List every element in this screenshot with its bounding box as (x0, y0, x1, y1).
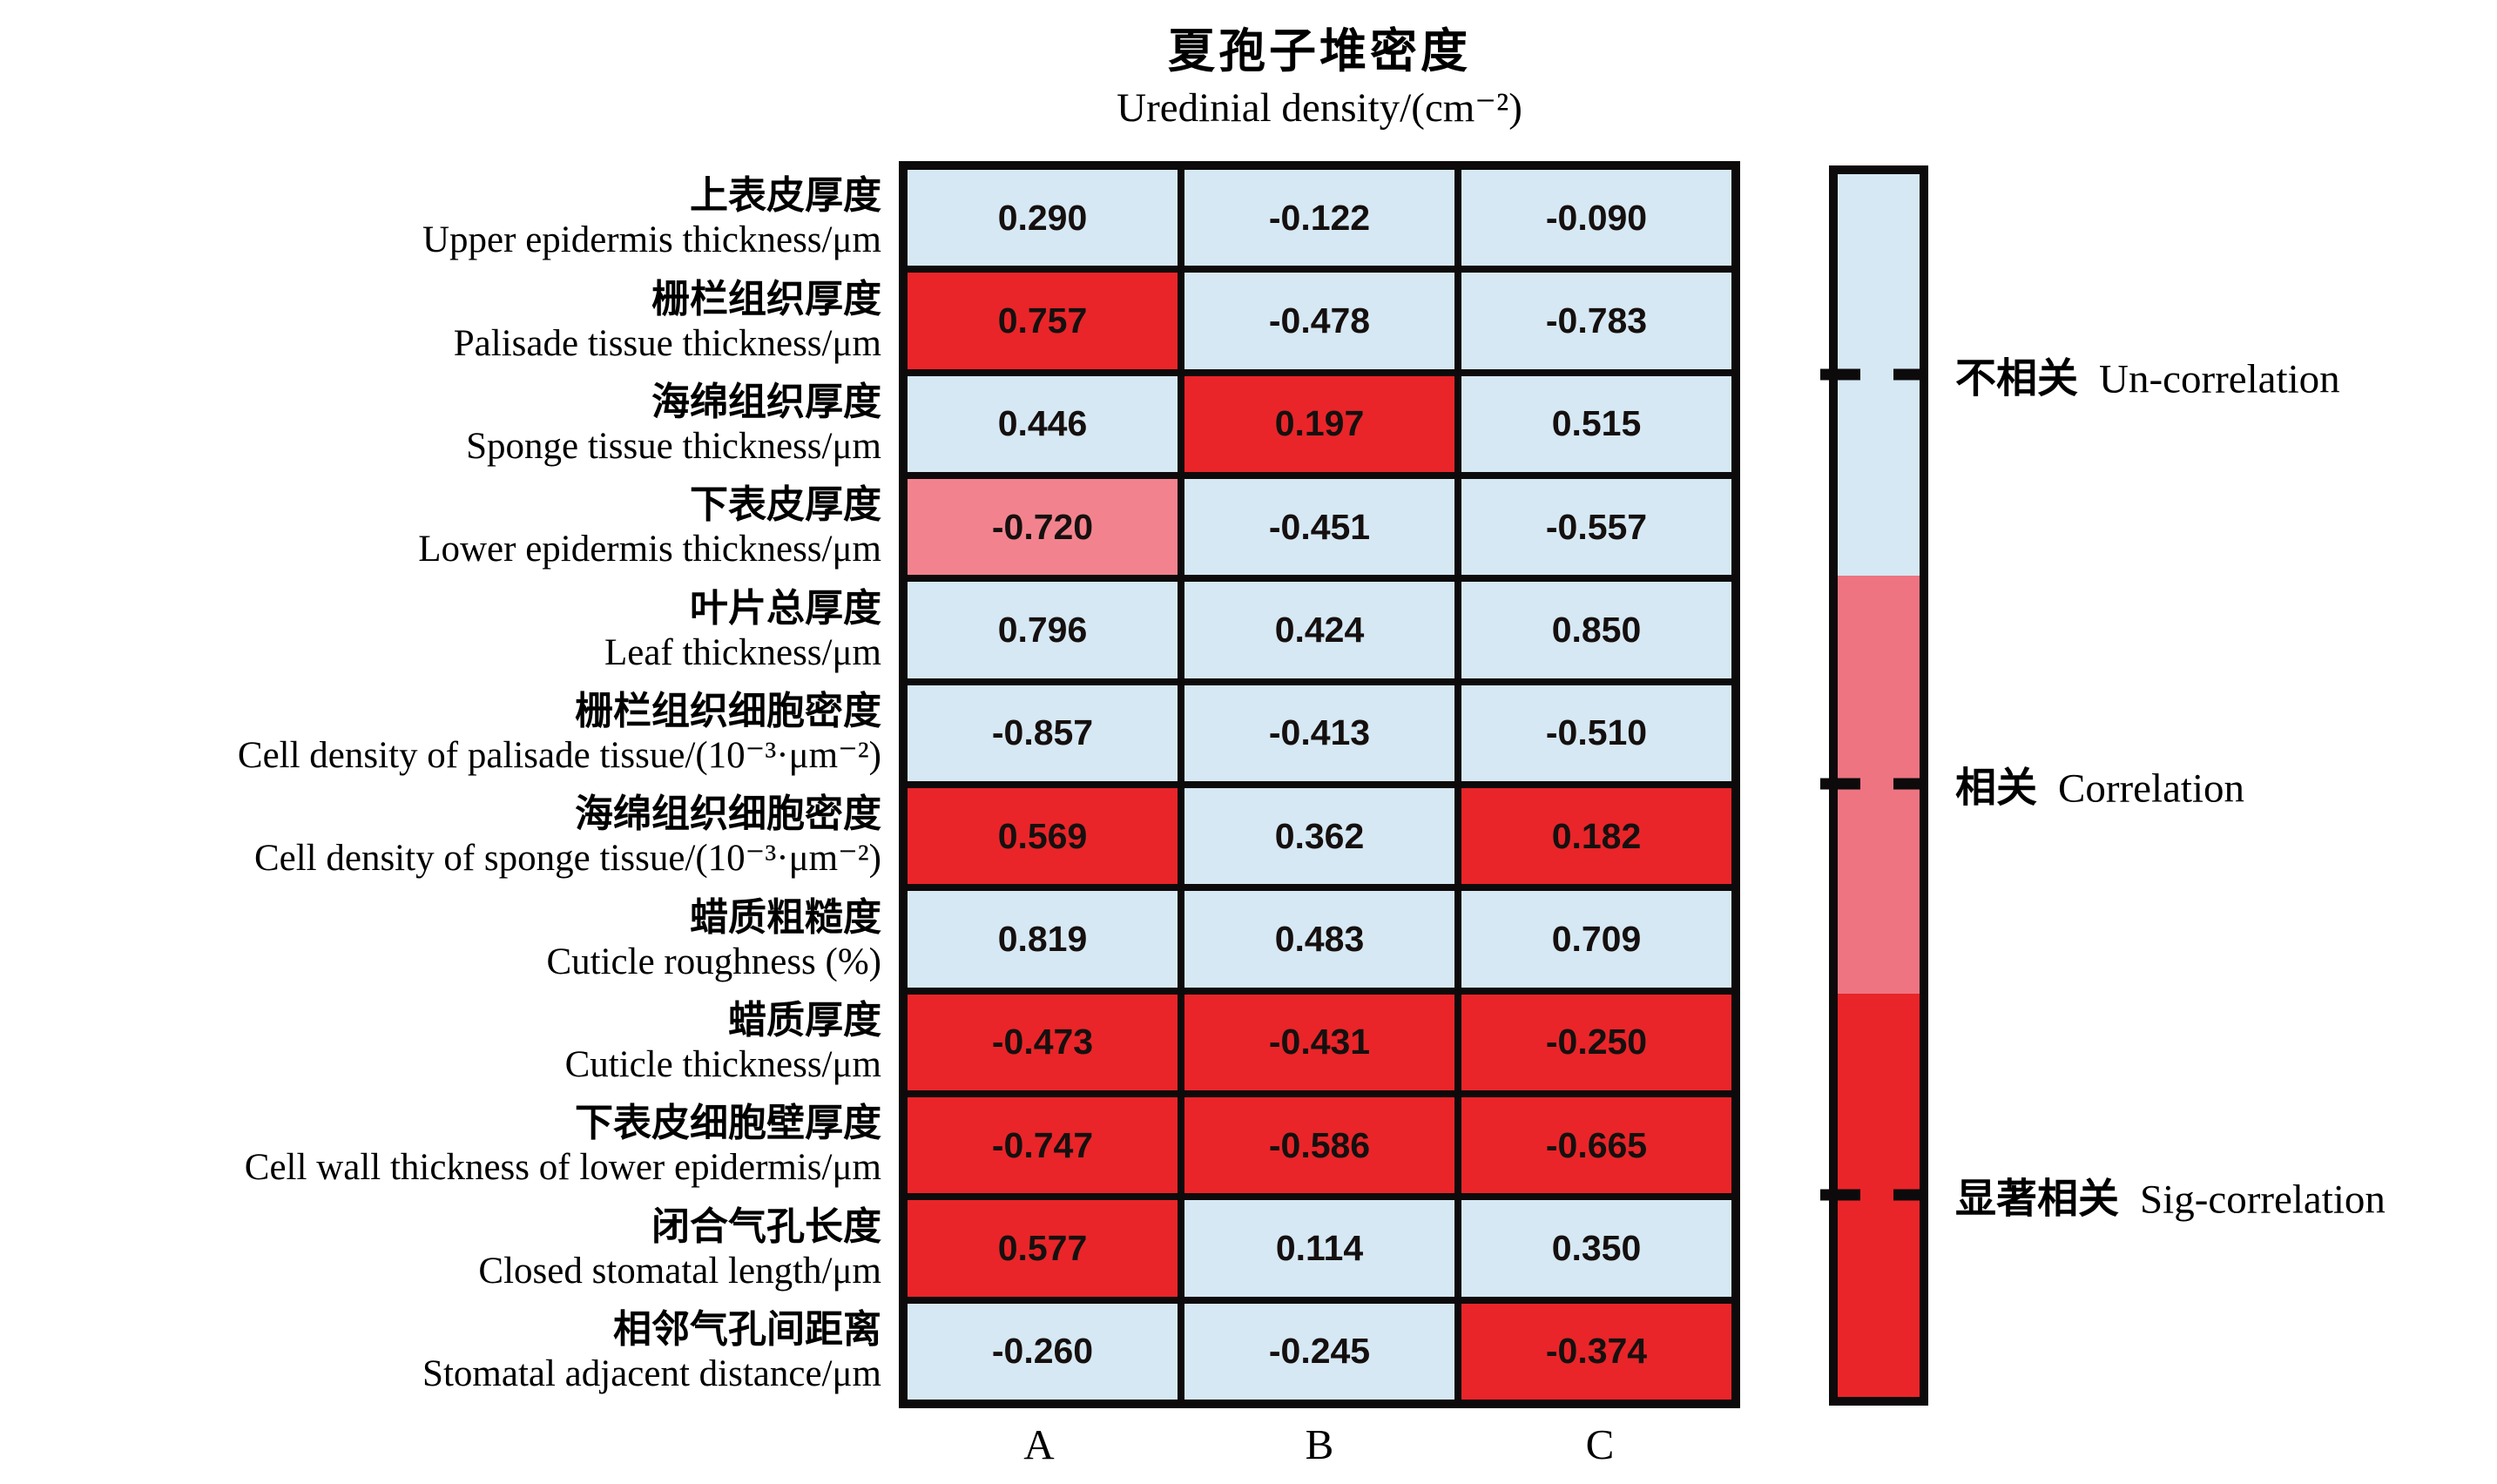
heatmap-cell-C-row10: -0.665 (1461, 1097, 1731, 1194)
heatmap-cell-A-row12: -0.260 (908, 1303, 1178, 1400)
heatmap-cell-A-row7: 0.569 (908, 788, 1178, 885)
legend-label-en: Sig-correlation (2140, 1177, 2386, 1223)
heatmap-cell-A-row2: 0.757 (908, 273, 1178, 369)
row-label-5: 叶片总厚度 Leaf thickness/μm (604, 586, 881, 675)
figure-title-zh: 夏孢子堆密度 (1168, 23, 1471, 78)
figure-title-en: Uredinial density/(cm⁻²) (1117, 85, 1522, 131)
heatmap-cell-C-row4: -0.557 (1461, 479, 1731, 576)
legend-label-zh: 相关 (1955, 764, 2037, 813)
row-label-zh: 相邻气孔间距离 (613, 1306, 881, 1352)
legend-label-en: Un-correlation (2099, 356, 2340, 402)
row-label-en: Upper epidermis thickness/μm (422, 219, 881, 261)
legend-color-bar (1820, 165, 1928, 1406)
legend-tick (1893, 368, 1920, 381)
heatmap-cell-A-row10: -0.747 (908, 1097, 1178, 1194)
heatmap-cell-C-row7: 0.182 (1461, 788, 1731, 885)
row-label-12: 相邻气孔间距离 Stomatal adjacent distance/μm (422, 1307, 881, 1396)
row-label-en: Sponge tissue thickness/μm (466, 425, 881, 467)
row-label-2: 栅栏组织厚度 Palisade tissue thickness/μm (454, 277, 881, 366)
column-label-b: B (1305, 1420, 1334, 1468)
row-label-zh: 下表皮厚度 (690, 482, 881, 528)
row-label-zh: 蜡质厚度 (728, 997, 881, 1042)
heatmap-cell-A-row5: 0.796 (908, 582, 1178, 678)
row-label-zh: 闭合气孔长度 (651, 1204, 881, 1249)
row-label-zh: 上表皮厚度 (690, 173, 881, 219)
row-label-9: 蜡质厚度 Cuticle thickness/μm (565, 998, 881, 1087)
row-label-en: Cell density of palisade tissue/(10⁻³·μm… (237, 734, 881, 776)
row-label-en: Cell density of sponge tissue/(10⁻³·μm⁻²… (253, 838, 881, 880)
legend-label-zh: 不相关 (1955, 354, 2078, 403)
legend-tick (1820, 778, 1860, 790)
heatmap-cell-A-row4: -0.720 (908, 479, 1178, 576)
row-label-6: 栅栏组织细胞密度 Cell density of palisade tissue/… (238, 689, 881, 778)
legend-tick (1893, 1189, 1920, 1201)
legend-label-zh: 显著相关 (1955, 1175, 2119, 1224)
heatmap-grid: 0.290 -0.122 -0.090 0.757 -0.478 -0.783 0.446 0… (899, 161, 1740, 1408)
heatmap-cell-B-row11: 0.114 (1184, 1200, 1454, 1297)
row-label-zh: 栅栏组织细胞密度 (575, 688, 881, 733)
heatmap-cell-B-row2: -0.478 (1184, 273, 1454, 369)
heatmap-cell-C-row2: -0.783 (1461, 273, 1731, 369)
row-label-en: Lower epidermis thickness/μm (418, 529, 881, 570)
heatmap-cell-B-row7: 0.362 (1184, 788, 1454, 885)
legend-label-en: Correlation (2058, 766, 2245, 812)
row-label-zh: 叶片总厚度 (690, 585, 881, 631)
heatmap-cell-B-row10: -0.586 (1184, 1097, 1454, 1194)
heatmap-cell-B-row4: -0.451 (1184, 479, 1454, 576)
heatmap-cell-A-row8: 0.819 (908, 891, 1178, 988)
heatmap-cell-B-row5: 0.424 (1184, 582, 1454, 678)
row-label-zh: 海绵组织厚度 (651, 379, 881, 424)
heatmap-cell-A-row6: -0.857 (908, 685, 1178, 781)
legend-tick (1820, 368, 1860, 381)
heatmap-cell-C-row5: 0.850 (1461, 582, 1731, 678)
heatmap-cell-A-row1: 0.290 (908, 170, 1178, 266)
heatmap-cell-C-row1: -0.090 (1461, 170, 1731, 266)
row-label-8: 蜡质粗糙度 Cuticle roughness (%) (546, 895, 881, 984)
legend-label-uncorrelation: 不相关 Un-correlation (1955, 345, 2340, 405)
row-label-4: 下表皮厚度 Lower epidermis thickness/μm (418, 482, 881, 571)
row-label-zh: 栅栏组织厚度 (651, 276, 881, 321)
column-labels: A B C (899, 1420, 1740, 1469)
heatmap-cell-B-row1: -0.122 (1184, 170, 1454, 266)
row-label-zh: 下表皮细胞壁厚度 (575, 1101, 881, 1146)
legend-label-correlation: 相关 Correlation (1955, 754, 2244, 814)
row-label-en: Cuticle thickness/μm (564, 1043, 881, 1085)
row-label-7: 海绵组织细胞密度 Cell density of sponge tissue/(1… (254, 792, 881, 880)
heatmap-cell-B-row9: -0.431 (1184, 994, 1454, 1090)
heatmap-cell-B-row3: 0.197 (1184, 375, 1454, 472)
legend-tick (1893, 778, 1920, 790)
heatmap-cell-A-row11: 0.577 (908, 1200, 1178, 1297)
row-label-en: Cuticle roughness (%) (546, 941, 881, 982)
row-label-3: 海绵组织厚度 Sponge tissue thickness/μm (466, 380, 881, 469)
row-label-en: Cell wall thickness of lower epidermis/μ… (244, 1147, 881, 1189)
row-label-zh: 蜡质粗糙度 (690, 894, 881, 940)
row-label-10: 下表皮细胞壁厚度 Cell wall thickness of lower epi… (245, 1101, 881, 1190)
heatmap-cell-A-row3: 0.446 (908, 375, 1178, 472)
heatmap-cell-B-row12: -0.245 (1184, 1303, 1454, 1400)
row-label-en: Stomatal adjacent distance/μm (422, 1352, 881, 1394)
row-label-1: 上表皮厚度 Upper epidermis thickness/μm (422, 173, 881, 262)
column-label-a: A (1023, 1420, 1055, 1468)
heatmap-cell-C-row3: 0.515 (1461, 375, 1731, 472)
row-label-11: 闭合气孔长度 Closed stomatal length/μm (478, 1204, 881, 1293)
row-label-en: Palisade tissue thickness/μm (453, 322, 881, 364)
legend-tick (1820, 1189, 1860, 1201)
heatmap-cell-C-row11: 0.350 (1461, 1200, 1731, 1297)
heatmap-cell-C-row12: -0.374 (1461, 1303, 1731, 1400)
row-label-zh: 海绵组织细胞密度 (575, 792, 881, 837)
column-label-c: C (1585, 1420, 1615, 1468)
heatmap-cell-C-row6: -0.510 (1461, 685, 1731, 781)
row-label-en: Closed stomatal length/μm (478, 1250, 881, 1292)
legend-label-sigcorrelation: 显著相关 Sig-correlation (1955, 1165, 2386, 1225)
row-label-en: Leaf thickness/μm (604, 631, 881, 673)
heatmap-cell-B-row8: 0.483 (1184, 891, 1454, 988)
heatmap-cell-A-row9: -0.473 (908, 994, 1178, 1090)
heatmap-cell-C-row9: -0.250 (1461, 994, 1731, 1090)
heatmap-cell-C-row8: 0.709 (1461, 891, 1731, 988)
heatmap-cell-B-row6: -0.413 (1184, 685, 1454, 781)
